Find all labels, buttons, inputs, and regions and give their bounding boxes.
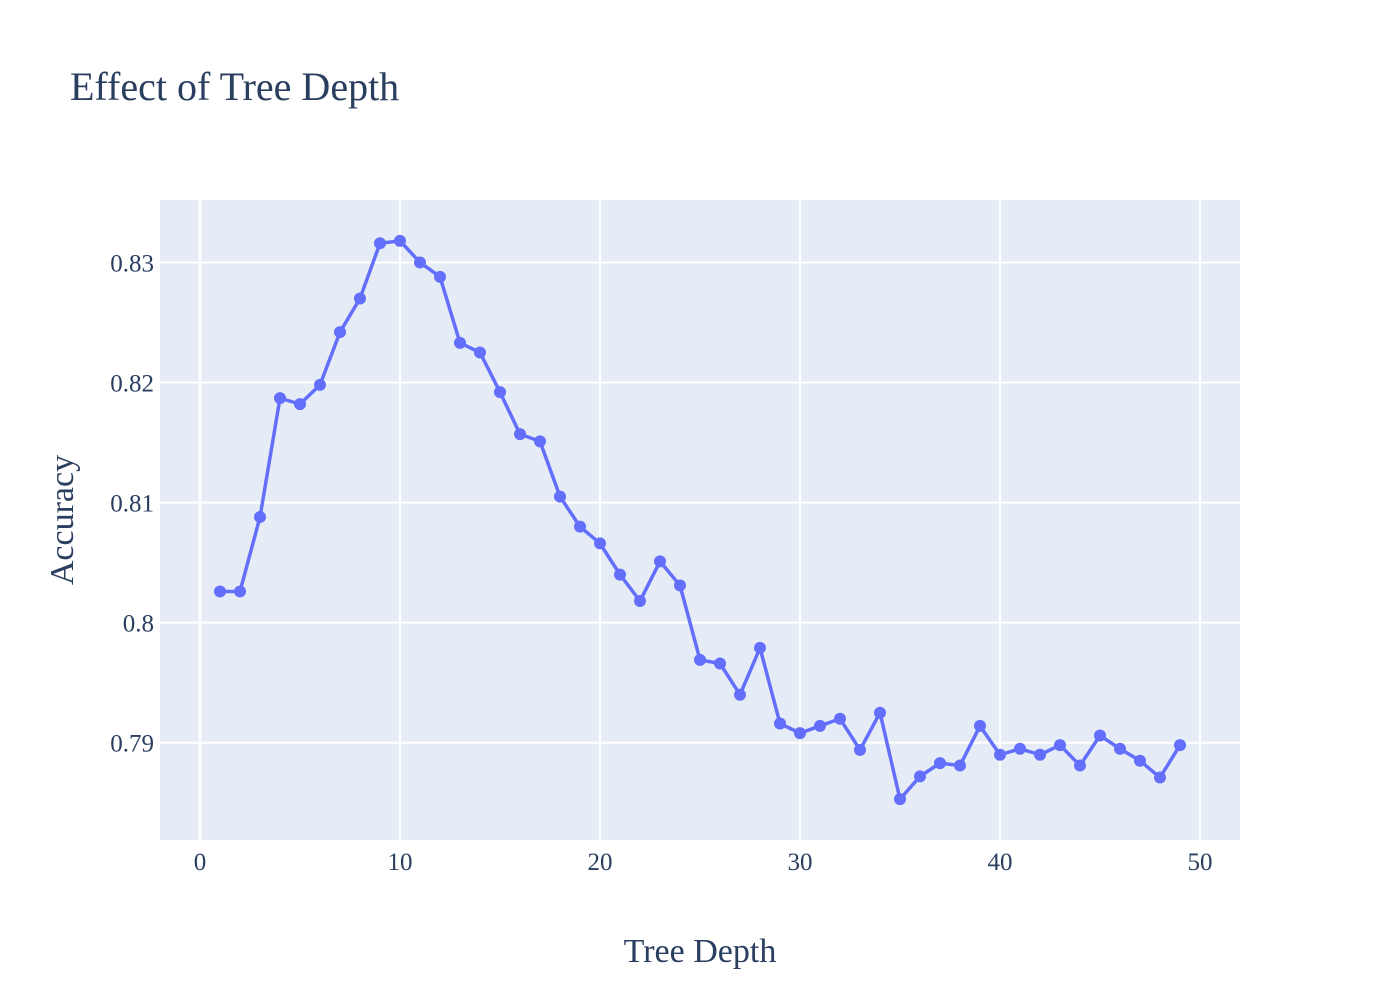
x-tick-label: 50	[1188, 849, 1213, 876]
data-point[interactable]	[394, 234, 406, 247]
data-point[interactable]	[794, 727, 806, 740]
data-point[interactable]	[554, 490, 566, 503]
data-point[interactable]	[954, 759, 966, 772]
data-point[interactable]	[1134, 754, 1146, 767]
chart-title: Effect of Tree Depth	[70, 64, 399, 109]
data-point[interactable]	[274, 392, 286, 405]
y-tick-label: 0.8	[123, 611, 154, 638]
data-point[interactable]	[614, 568, 626, 581]
data-point[interactable]	[834, 712, 846, 725]
tick-labels: 0.79 0.8 0.81 0.82 0.83 0 10 20 30 40 50	[110, 250, 1212, 876]
data-point[interactable]	[914, 770, 926, 783]
data-point[interactable]	[534, 435, 546, 448]
data-point[interactable]	[474, 346, 486, 359]
data-point[interactable]	[774, 717, 786, 730]
data-point[interactable]	[354, 292, 366, 305]
data-point[interactable]	[654, 555, 666, 568]
plot-area	[160, 200, 1240, 840]
grid-lines	[160, 200, 1240, 840]
x-tick-label: 40	[988, 849, 1013, 876]
data-point[interactable]	[434, 270, 446, 283]
data-point[interactable]	[874, 706, 886, 719]
data-point[interactable]	[414, 256, 426, 269]
data-point[interactable]	[1034, 748, 1046, 761]
data-point[interactable]	[934, 757, 946, 770]
data-point[interactable]	[1014, 742, 1026, 755]
data-point[interactable]	[674, 579, 686, 592]
data-point[interactable]	[1054, 739, 1066, 752]
data-point[interactable]	[754, 641, 766, 654]
x-axis-title: Tree Depth	[624, 933, 777, 970]
x-tick-label: 10	[388, 849, 413, 876]
data-point[interactable]	[254, 511, 266, 523]
y-tick-label: 0.79	[110, 731, 154, 758]
data-point[interactable]	[314, 378, 326, 391]
data-point[interactable]	[814, 719, 826, 732]
data-point[interactable]	[334, 326, 346, 339]
data-point[interactable]	[694, 653, 706, 666]
data-point[interactable]	[514, 428, 526, 441]
data-point[interactable]	[374, 237, 386, 250]
data-point[interactable]	[1174, 739, 1186, 752]
x-tick-label: 0	[194, 849, 207, 876]
data-point[interactable]	[994, 748, 1006, 761]
x-tick-label: 30	[788, 849, 813, 876]
data-point[interactable]	[454, 336, 466, 349]
data-point[interactable]	[1114, 742, 1126, 755]
data-point[interactable]	[734, 688, 746, 701]
y-tick-label: 0.81	[110, 491, 154, 518]
data-point[interactable]	[894, 793, 906, 806]
data-point[interactable]	[854, 743, 866, 756]
data-point[interactable]	[214, 585, 226, 598]
data-point[interactable]	[714, 657, 726, 670]
data-point[interactable]	[634, 595, 646, 608]
data-point[interactable]	[234, 585, 246, 598]
data-point[interactable]	[1154, 771, 1166, 784]
data-point[interactable]	[494, 386, 506, 399]
data-point[interactable]	[1094, 729, 1106, 742]
y-tick-label: 0.82	[110, 371, 154, 398]
y-tick-label: 0.83	[110, 250, 154, 277]
data-point[interactable]	[1074, 759, 1086, 772]
data-point[interactable]	[594, 537, 606, 550]
series-layer	[214, 234, 1186, 806]
data-point[interactable]	[574, 520, 586, 533]
x-tick-label: 20	[588, 849, 613, 876]
data-point[interactable]	[294, 398, 306, 411]
data-point[interactable]	[974, 719, 986, 732]
y-axis-title: Accuracy	[44, 455, 81, 585]
